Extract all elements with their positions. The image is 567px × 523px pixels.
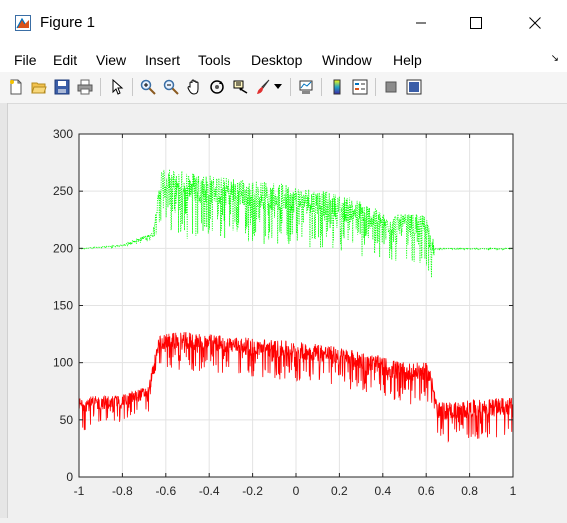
figure-toolbar (0, 72, 567, 104)
left-panel-edge (0, 103, 8, 518)
y-tick-label: 300 (53, 127, 73, 141)
menu-view[interactable]: View (96, 52, 127, 68)
x-tick-label: 1 (510, 484, 517, 498)
menu-edit[interactable]: Edit (53, 52, 78, 68)
print-icon[interactable] (75, 77, 95, 97)
hide-plot-tools-icon[interactable] (381, 77, 401, 97)
series-2-line (78, 331, 514, 443)
x-tick-label: -0.8 (112, 484, 133, 498)
figure-canvas: -1 -0.8 -0.6 -0.4 -0.2 0 0.2 0.4 0.6 0.8 1 0 50 100 15… (8, 104, 567, 518)
zoom-out-icon[interactable] (161, 77, 181, 97)
pointer-icon[interactable] (107, 77, 127, 97)
toolbar-separator (321, 78, 322, 96)
menu-desktop[interactable]: Desktop (251, 52, 303, 68)
x-tick-label: -0.4 (199, 484, 220, 498)
data-cursor-icon[interactable] (230, 77, 250, 97)
plot-svg[interactable]: -1 -0.8 -0.6 -0.4 -0.2 0 0.2 0.4 0.6 0.8 1 0 50 100 15… (8, 104, 567, 518)
title-bar: Figure 1 (0, 0, 567, 45)
window-title: Figure 1 (40, 14, 96, 31)
x-tick-label: 0.6 (418, 484, 435, 498)
colorbar-icon[interactable] (327, 77, 347, 97)
y-tick-label: 0 (66, 470, 73, 484)
link-plot-icon[interactable] (296, 77, 316, 97)
x-tick-label: -1 (74, 484, 85, 498)
close-button[interactable] (512, 0, 558, 45)
pan-icon[interactable] (184, 77, 204, 97)
zoom-in-icon[interactable] (138, 77, 158, 97)
x-tick-label: 0 (293, 484, 300, 498)
x-tick-label: -0.6 (155, 484, 176, 498)
brush-icon[interactable] (253, 77, 273, 97)
y-tick-label: 50 (60, 413, 74, 427)
menu-file[interactable]: File (14, 52, 37, 68)
save-icon[interactable] (52, 77, 72, 97)
menu-window[interactable]: Window (322, 52, 372, 68)
close-icon (529, 16, 541, 29)
rotate-3d-icon[interactable] (207, 77, 227, 97)
matlab-figure-icon (15, 15, 31, 31)
menu-help[interactable]: Help (393, 52, 422, 68)
menu-insert[interactable]: Insert (145, 52, 181, 68)
minimize-icon (416, 22, 426, 23)
y-tick-label: 150 (53, 299, 73, 313)
toolbar-separator (375, 78, 376, 96)
minimize-button[interactable] (398, 0, 444, 45)
brush-dropdown-icon[interactable] (272, 77, 284, 97)
menu-tools[interactable]: Tools (198, 52, 231, 68)
maximize-icon (470, 16, 482, 29)
maximize-button[interactable] (453, 0, 499, 45)
x-tick-label: 0.2 (331, 484, 348, 498)
y-tick-label: 200 (53, 241, 73, 255)
new-figure-icon[interactable] (6, 77, 26, 97)
menu-bar: File Edit View Insert Tools Desktop Wind… (0, 45, 567, 72)
y-tick-label: 100 (53, 356, 73, 370)
open-file-icon[interactable] (29, 77, 49, 97)
menu-overflow-arrow[interactable]: ↘ (550, 53, 559, 64)
legend-icon[interactable] (350, 77, 370, 97)
show-plot-tools-icon[interactable] (404, 77, 424, 97)
toolbar-separator (290, 78, 291, 96)
toolbar-separator (132, 78, 133, 96)
series-1-line (78, 169, 514, 278)
y-tick-label: 250 (53, 184, 73, 198)
toolbar-separator (100, 78, 101, 96)
x-tick-label: -0.2 (242, 484, 263, 498)
x-tick-label: 0.8 (461, 484, 478, 498)
x-tick-label: 0.4 (374, 484, 391, 498)
